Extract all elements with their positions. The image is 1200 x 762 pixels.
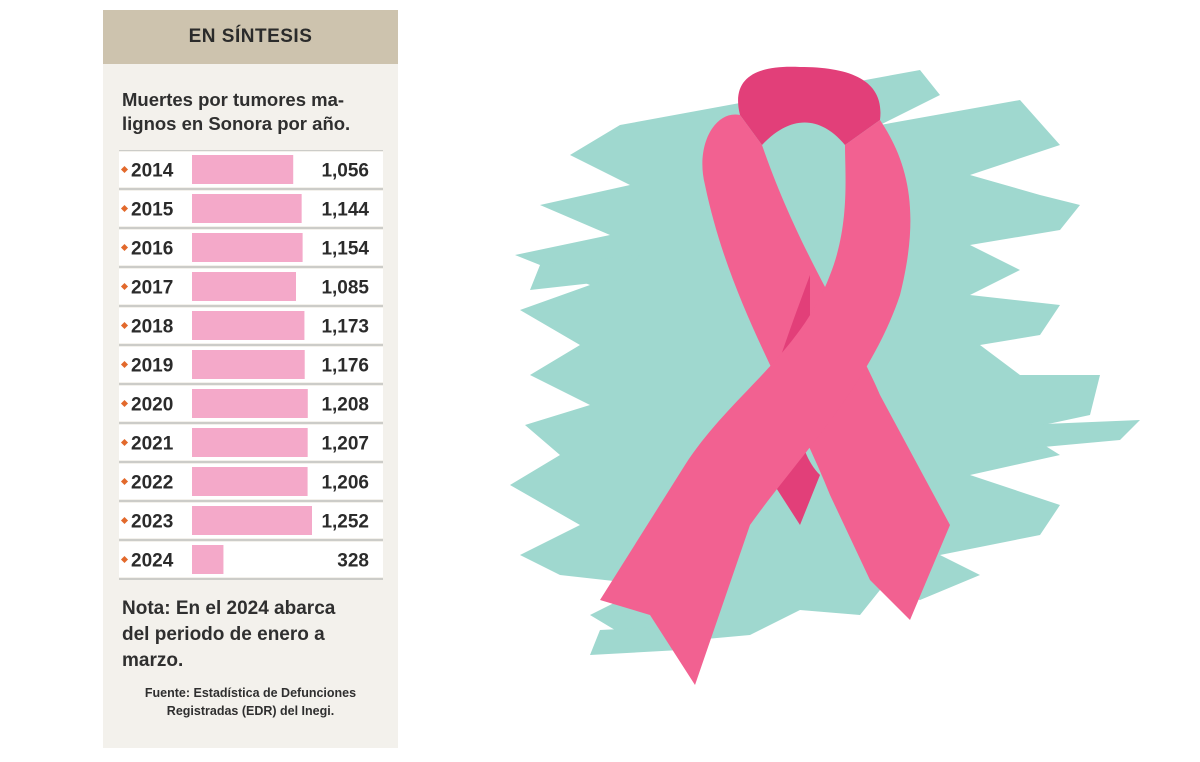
source-line-2: Registradas (EDR) del Inegi. (166, 704, 335, 718)
pink-ribbon-icon (600, 66, 950, 685)
note-line-3: marzo. (122, 650, 184, 671)
note-line-1: Nota: En el 2024 abarca (122, 598, 336, 619)
year-label: 2018 (131, 317, 173, 338)
bar (192, 194, 302, 223)
note: Nota: En el 2024 abarca del periodo de e… (122, 596, 372, 674)
year-marker (120, 399, 129, 408)
year-marker (120, 555, 129, 564)
value-label: 1,173 (321, 317, 369, 338)
year-marker (120, 204, 129, 213)
note-line-2: del periodo de enero a (122, 624, 325, 645)
year-marker (120, 282, 129, 291)
value-label: 1,252 (321, 512, 369, 533)
bar (192, 311, 305, 340)
value-label: 1,208 (321, 395, 369, 416)
value-label: 1,154 (321, 239, 369, 260)
subtitle-line-2: lignos en Sonora por año. (122, 113, 351, 134)
pink-ribbon-illustration (510, 66, 1140, 685)
year-marker (120, 165, 129, 174)
source-note: Fuente: Estadística de Defunciones Regis… (113, 684, 388, 720)
panel-header: EN SÍNTESIS (103, 10, 398, 64)
bar (192, 545, 224, 574)
value-label: 1,085 (321, 278, 369, 299)
chart-subtitle: Muertes por tumores ma- lignos en Sonora… (122, 88, 382, 136)
bar (192, 350, 305, 379)
year-label: 2022 (131, 473, 173, 494)
year-label: 2020 (131, 395, 173, 416)
year-marker (120, 477, 129, 486)
panel-title: EN SÍNTESIS (188, 26, 313, 47)
summary-panel: EN SÍNTESIS Muertes por tumores ma- lign… (103, 10, 398, 748)
bar (192, 233, 303, 262)
bar (192, 389, 308, 418)
year-marker (120, 516, 129, 525)
year-marker (120, 438, 129, 447)
value-label: 328 (337, 551, 369, 572)
subtitle-line-1: Muertes por tumores ma- (122, 89, 345, 110)
bar (192, 155, 294, 184)
value-label: 1,176 (321, 356, 369, 377)
value-label: 1,056 (321, 161, 369, 182)
source-line-1: Fuente: Estadística de Defunciones (144, 686, 357, 700)
year-label: 2014 (131, 161, 174, 182)
year-marker (120, 243, 129, 252)
bar (192, 272, 296, 301)
bar (192, 506, 312, 535)
year-label: 2015 (131, 200, 174, 221)
bar (192, 467, 308, 496)
year-label: 2021 (131, 434, 174, 455)
year-label: 2016 (131, 239, 173, 260)
year-label: 2019 (131, 356, 173, 377)
bar-chart: 2014 1,056 2015 1,144 2016 1,154 2017 1,085 2018… (119, 150, 383, 580)
value-label: 1,144 (321, 200, 369, 221)
value-label: 1,206 (321, 473, 369, 494)
row-bg (119, 542, 383, 577)
year-marker (120, 360, 129, 369)
bar (192, 428, 308, 457)
year-marker (120, 321, 129, 330)
year-label: 2024 (131, 551, 174, 572)
year-label: 2017 (131, 278, 173, 299)
year-label: 2023 (131, 512, 173, 533)
value-label: 1,207 (321, 434, 369, 455)
